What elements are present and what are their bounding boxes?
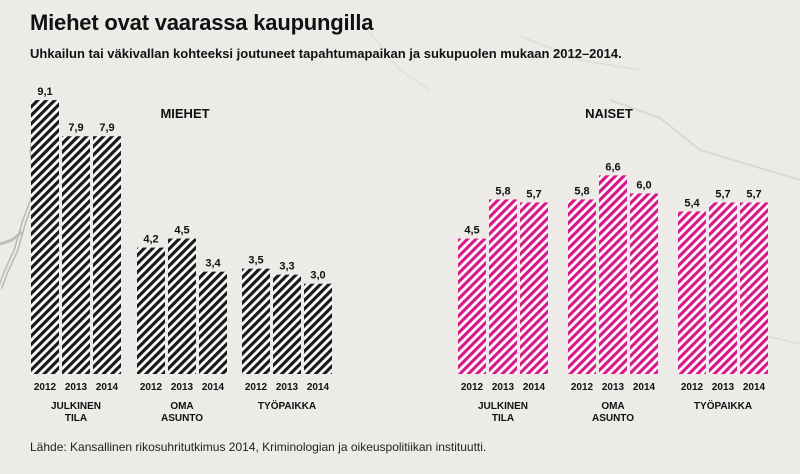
miehet-year-label-julkinen-tila-2014: 2014 (96, 382, 119, 393)
miehet-bar-julkinen-tila-2014 (93, 136, 121, 374)
naiset-category-label-oma-asunto: ASUNTO (592, 413, 634, 424)
naiset-category-label-julkinen-tila: JULKINEN (478, 401, 528, 412)
miehet-year-label-tyopaikka-2012: 2012 (245, 382, 268, 393)
miehet-value-label-oma-asunto-2013: 4,5 (174, 225, 189, 237)
naiset-bar-julkinen-tila-2012 (458, 238, 486, 374)
naiset-value-label-julkinen-tila-2012: 4,5 (464, 225, 479, 237)
naiset-year-label-oma-asunto-2012: 2012 (571, 382, 594, 393)
naiset-value-label-julkinen-tila-2014: 5,7 (526, 188, 541, 200)
miehet-category-label-oma-asunto: ASUNTO (161, 413, 203, 424)
miehet-year-label-oma-asunto-2014: 2014 (202, 382, 225, 393)
miehet-year-label-oma-asunto-2013: 2013 (171, 382, 194, 393)
naiset-value-label-oma-asunto-2014: 6,0 (636, 179, 651, 191)
naiset-year-label-julkinen-tila-2013: 2013 (492, 382, 515, 393)
chart-subtitle: Uhkailun tai väkivallan kohteeksi joutun… (30, 46, 622, 61)
miehet-year-label-oma-asunto-2012: 2012 (140, 382, 163, 393)
miehet-bar-oma-asunto-2012 (137, 247, 165, 374)
miehet-bar-julkinen-tila-2012 (31, 100, 59, 374)
naiset-year-label-julkinen-tila-2014: 2014 (523, 382, 546, 393)
miehet-bar-julkinen-tila-2013 (62, 136, 90, 374)
naiset-panel-label: NAISET (585, 106, 633, 121)
naiset-value-label-oma-asunto-2012: 5,8 (574, 185, 589, 197)
naiset-bar-julkinen-tila-2013 (489, 199, 517, 374)
naiset-year-label-tyopaikka-2014: 2014 (743, 382, 766, 393)
miehet-bar-tyopaikka-2013 (273, 274, 301, 374)
miehet-value-label-julkinen-tila-2014: 7,9 (99, 122, 114, 134)
naiset-bar-tyopaikka-2014 (740, 202, 768, 374)
miehet-panel-label: MIEHET (160, 106, 209, 121)
miehet-bar-tyopaikka-2014 (304, 283, 332, 374)
miehet-value-label-julkinen-tila-2013: 7,9 (68, 122, 83, 134)
naiset-bar-tyopaikka-2012 (678, 211, 706, 374)
naiset-year-label-julkinen-tila-2012: 2012 (461, 382, 484, 393)
naiset-category-label-julkinen-tila: TILA (492, 413, 514, 424)
miehet-value-label-julkinen-tila-2012: 9,1 (37, 86, 52, 98)
naiset-bar-tyopaikka-2013 (709, 202, 737, 374)
miehet-category-label-tyopaikka: TYÖPAIKKA (258, 399, 316, 412)
naiset-value-label-tyopaikka-2012: 5,4 (684, 197, 700, 209)
miehet-value-label-oma-asunto-2012: 4,2 (143, 234, 158, 246)
naiset-year-label-tyopaikka-2012: 2012 (681, 382, 704, 393)
naiset-bar-oma-asunto-2013 (599, 175, 627, 374)
chart-title: Miehet ovat vaarassa kaupungilla (30, 10, 374, 35)
miehet-bar-tyopaikka-2012 (242, 268, 270, 374)
naiset-bar-oma-asunto-2014 (630, 193, 658, 374)
miehet-bar-oma-asunto-2014 (199, 271, 227, 374)
miehet-value-label-oma-asunto-2014: 3,4 (205, 258, 221, 270)
miehet-value-label-tyopaikka-2014: 3,0 (310, 270, 325, 282)
miehet-bar-oma-asunto-2013 (168, 238, 196, 374)
naiset-value-label-tyopaikka-2014: 5,7 (746, 188, 761, 200)
miehet-category-label-oma-asunto: OMA (170, 401, 193, 412)
naiset-category-label-tyopaikka: TYÖPAIKKA (694, 399, 752, 412)
miehet-year-label-julkinen-tila-2012: 2012 (34, 382, 57, 393)
miehet-value-label-tyopaikka-2012: 3,5 (248, 255, 263, 267)
naiset-bar-julkinen-tila-2014 (520, 202, 548, 374)
miehet-year-label-tyopaikka-2013: 2013 (276, 382, 299, 393)
naiset-value-label-julkinen-tila-2013: 5,8 (495, 185, 510, 197)
naiset-bar-oma-asunto-2012 (568, 199, 596, 374)
miehet-category-label-julkinen-tila: JULKINEN (51, 401, 101, 412)
naiset-year-label-oma-asunto-2013: 2013 (602, 382, 625, 393)
miehet-value-label-tyopaikka-2013: 3,3 (279, 261, 294, 273)
naiset-year-label-oma-asunto-2014: 2014 (633, 382, 656, 393)
naiset-value-label-oma-asunto-2013: 6,6 (605, 161, 620, 173)
naiset-year-label-tyopaikka-2013: 2013 (712, 382, 735, 393)
source-note: Lähde: Kansallinen rikosuhritutkimus 201… (30, 440, 487, 454)
naiset-value-label-tyopaikka-2013: 5,7 (715, 188, 730, 200)
miehet-year-label-julkinen-tila-2013: 2013 (65, 382, 88, 393)
miehet-category-label-julkinen-tila: TILA (65, 413, 87, 424)
miehet-year-label-tyopaikka-2014: 2014 (307, 382, 330, 393)
naiset-category-label-oma-asunto: OMA (601, 401, 624, 412)
